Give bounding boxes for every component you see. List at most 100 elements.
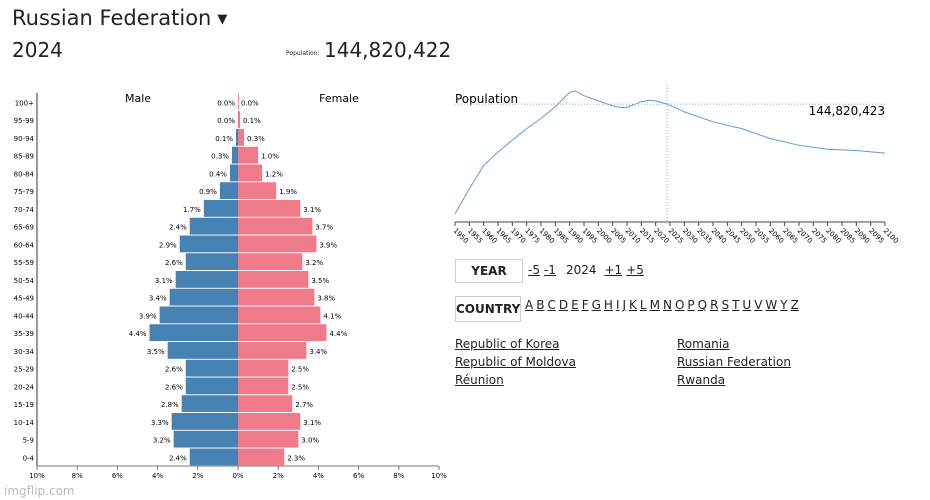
letter-link-H[interactable]: H	[603, 298, 613, 312]
population-line-chart: Population 144,820,423 19501955196019651…	[452, 85, 900, 245]
age-label: 0-4	[23, 454, 35, 462]
letter-link-J[interactable]: J	[622, 298, 627, 312]
letter-link-Z[interactable]: Z	[790, 298, 799, 312]
country-selector[interactable]: Russian Federation ▼	[12, 6, 227, 30]
x-tick-label: 8%	[393, 472, 404, 480]
male-value-label: 2.6%	[165, 259, 183, 267]
letter-link-G[interactable]: G	[591, 298, 601, 312]
female-value-label: 3.7%	[315, 224, 333, 232]
year-minus-5[interactable]: -5	[528, 263, 540, 277]
male-value-label: 3.5%	[147, 348, 165, 356]
country-button[interactable]: COUNTRY	[455, 296, 521, 322]
female-bar	[238, 324, 327, 342]
letter-link-L[interactable]: L	[639, 298, 647, 312]
x-tick-label: 1965	[495, 227, 513, 245]
country-link[interactable]: Réunion	[455, 373, 504, 387]
population-label: Population:	[286, 50, 320, 57]
female-bar	[238, 93, 239, 111]
female-value-label: 3.1%	[303, 206, 321, 214]
x-tick-label: 2040	[710, 227, 728, 245]
letter-link-V[interactable]: V	[754, 298, 763, 312]
female-bar	[238, 200, 301, 217]
x-tick-label: 4%	[152, 472, 163, 480]
female-bar	[238, 288, 315, 306]
male-bar	[229, 164, 238, 182]
x-tick-label: 6%	[112, 472, 123, 480]
x-tick-label: 1970	[509, 227, 527, 245]
current-year: 2024	[565, 263, 597, 277]
age-label: 70-74	[14, 206, 35, 214]
letter-link-P[interactable]: P	[687, 298, 695, 312]
country-link[interactable]: Rwanda	[677, 373, 726, 387]
female-bar	[238, 395, 293, 413]
x-tick-label: 2020	[652, 227, 670, 245]
x-tick-label: 2%	[273, 472, 284, 480]
x-tick-label: 2035	[695, 227, 713, 245]
age-label: 60-64	[14, 241, 35, 249]
male-bar	[169, 288, 238, 306]
female-bar	[238, 271, 309, 288]
letter-link-S[interactable]: S	[721, 298, 730, 312]
country-link[interactable]: Republic of Korea	[455, 337, 560, 351]
year-button[interactable]: YEAR	[455, 259, 523, 283]
letter-link-B[interactable]: B	[536, 298, 545, 312]
letter-link-I[interactable]: I	[615, 298, 620, 312]
letter-link-T[interactable]: T	[732, 298, 740, 312]
x-tick-label: 1955	[466, 227, 484, 245]
male-bar	[149, 324, 238, 342]
letter-link-C[interactable]: C	[547, 298, 556, 312]
x-tick-label: 1980	[538, 227, 556, 245]
female-value-label: 0.3%	[247, 135, 265, 143]
male-bar	[171, 413, 238, 430]
marker-value-label: 144,820,423	[809, 104, 885, 118]
x-tick-label: 1995	[581, 227, 599, 245]
population-pyramid: Male Female 100+ 0.0% 0.0% 95-99 0.0% 0.1% 90-…	[14, 92, 447, 480]
age-label: 20-24	[14, 383, 35, 391]
male-bar	[181, 395, 238, 413]
country-list-col1: Republic of Korea Republic of Moldova Ré…	[455, 335, 576, 389]
letter-link-Q[interactable]: Q	[697, 298, 708, 312]
x-tick-label: 10%	[29, 472, 45, 480]
country-link[interactable]: Romania	[677, 337, 730, 351]
x-tick-label: 4%	[313, 472, 324, 480]
year-plus-5[interactable]: +5	[626, 263, 644, 277]
female-bar	[238, 146, 259, 164]
country-link[interactable]: Republic of Moldova	[455, 355, 576, 369]
letter-link-F[interactable]: F	[581, 298, 589, 312]
letter-link-N[interactable]: N	[662, 298, 672, 312]
letter-link-W[interactable]: W	[765, 298, 778, 312]
country-title: Russian Federation	[12, 6, 212, 30]
male-bar	[185, 377, 238, 395]
x-tick-label: 6%	[353, 472, 364, 480]
male-bar	[159, 306, 238, 324]
letter-link-M[interactable]: M	[649, 298, 660, 312]
female-bar	[238, 217, 313, 235]
year-plus-1[interactable]: +1	[604, 263, 623, 277]
age-label: 10-14	[14, 419, 35, 427]
year-minus-1[interactable]: -1	[543, 263, 556, 277]
letter-link-D[interactable]: D	[558, 298, 569, 312]
female-value-label: 0.1%	[243, 117, 261, 125]
letter-link-A[interactable]: A	[525, 298, 534, 312]
x-tick-label: 0%	[232, 472, 243, 480]
female-bar	[238, 359, 289, 377]
female-value-label: 3.9%	[319, 241, 337, 249]
x-tick-label: 2055	[753, 227, 771, 245]
female-value-label: 3.4%	[309, 348, 327, 356]
country-link[interactable]: Russian Federation	[677, 355, 791, 369]
age-label: 95-99	[14, 117, 34, 125]
x-tick-label: 2005	[609, 227, 627, 245]
population-line	[454, 90, 886, 214]
male-bar	[185, 253, 238, 271]
age-label: 85-89	[14, 153, 34, 161]
letter-link-K[interactable]: K	[629, 298, 637, 312]
male-value-label: 2.4%	[169, 224, 187, 232]
letter-link-R[interactable]: R	[710, 298, 719, 312]
letter-link-O[interactable]: O	[674, 298, 685, 312]
male-bar	[189, 217, 238, 235]
letter-link-E[interactable]: E	[571, 298, 579, 312]
letter-link-Y[interactable]: Y	[780, 298, 788, 312]
female-bar	[238, 430, 299, 448]
letter-link-U[interactable]: U	[742, 298, 752, 312]
female-bar	[238, 342, 307, 359]
